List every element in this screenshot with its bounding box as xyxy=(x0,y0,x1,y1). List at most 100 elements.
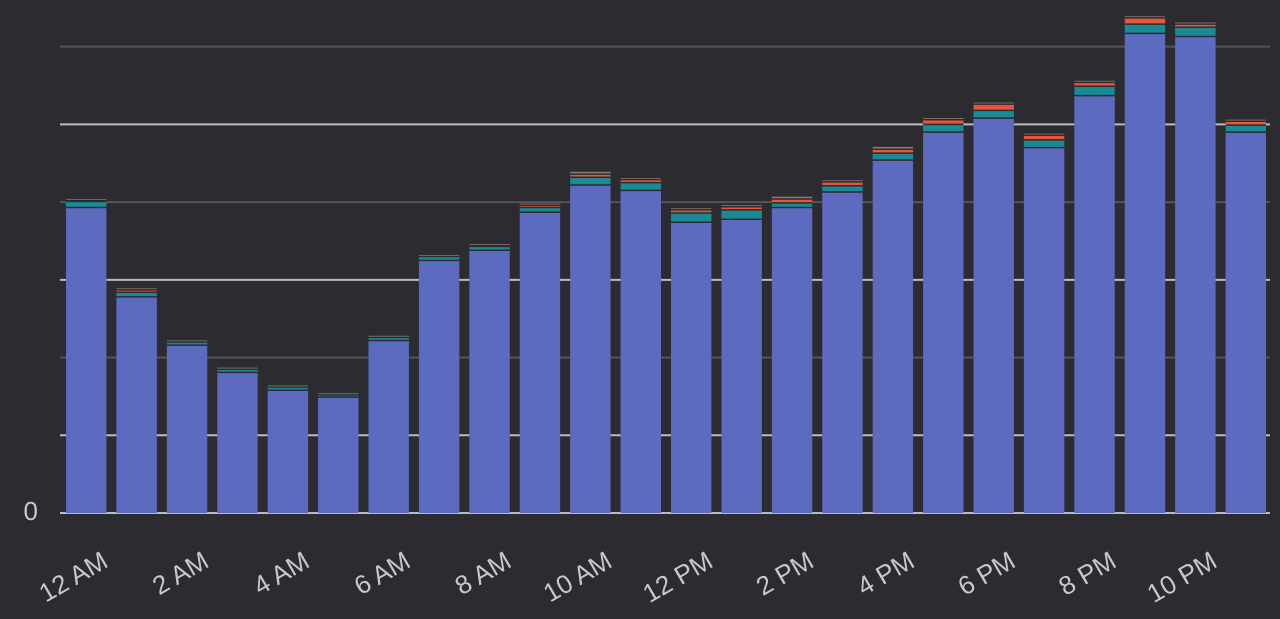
bar-segment xyxy=(1175,27,1216,37)
bar-segment xyxy=(1225,119,1266,122)
bar-segment xyxy=(620,179,661,183)
bar-segment xyxy=(519,203,561,206)
bar-segment xyxy=(822,185,863,192)
bar-segment xyxy=(570,177,611,185)
bar-segment xyxy=(418,256,460,261)
x-tick-label: 6 PM xyxy=(953,545,1021,601)
bar-segment xyxy=(771,196,813,199)
bar-segment xyxy=(620,182,661,191)
bar-segment xyxy=(1124,17,1166,25)
bar-segment xyxy=(923,132,964,514)
bar-segment xyxy=(822,181,863,186)
bar-segment xyxy=(1225,132,1266,514)
bar-segment xyxy=(721,205,762,207)
bar-segment xyxy=(923,119,964,125)
x-tick-label: 12 AM xyxy=(34,545,113,608)
x-tick-label: 2 AM xyxy=(147,545,213,601)
bar-segment xyxy=(1023,139,1065,148)
bar-segment xyxy=(368,337,409,341)
bar-segment xyxy=(671,222,712,514)
bar-segment xyxy=(1225,121,1266,126)
bar-segment xyxy=(418,260,460,513)
bar-segment xyxy=(368,340,409,513)
bar-segment xyxy=(1023,135,1065,140)
bar-segment xyxy=(318,394,359,398)
bar-segment xyxy=(570,174,611,178)
bar-segment xyxy=(1175,24,1216,28)
bar-segment xyxy=(116,292,157,297)
bar-segment xyxy=(923,124,964,133)
bar-segment xyxy=(721,209,762,220)
x-tick-label: 8 PM xyxy=(1053,545,1121,601)
bar-segment xyxy=(318,397,359,513)
bar-segment xyxy=(66,198,107,201)
bar-segment xyxy=(570,184,611,513)
bar-segment xyxy=(267,390,309,513)
bar-segment xyxy=(418,254,460,257)
bar-segment xyxy=(570,171,611,175)
bar-segment xyxy=(217,369,258,373)
x-tick-label: 4 PM xyxy=(852,545,920,601)
bar-segment xyxy=(519,207,561,213)
bar-segment xyxy=(822,180,863,182)
bar-segment xyxy=(217,367,258,370)
bar-segment xyxy=(166,340,208,342)
bar-segment xyxy=(1074,86,1115,96)
bar-segment xyxy=(1124,33,1166,513)
x-tick-label: 4 AM xyxy=(248,545,314,601)
bar-segment xyxy=(519,212,561,514)
bar-segment xyxy=(1225,125,1266,133)
bar-segment xyxy=(872,160,914,514)
bar-segment xyxy=(721,206,762,210)
bar-segment xyxy=(1175,36,1216,513)
bar-segment xyxy=(166,342,208,346)
bar-segment xyxy=(1074,80,1115,83)
bar-segment xyxy=(973,102,1014,105)
bar-segment xyxy=(771,198,813,203)
bar-segment xyxy=(620,177,661,180)
bar-segment xyxy=(116,288,157,290)
bar-segment xyxy=(1074,95,1115,513)
bar-segment xyxy=(469,246,510,251)
x-tick-label: 10 PM xyxy=(1142,545,1222,609)
bar-segment xyxy=(671,208,712,210)
bar-segment xyxy=(217,372,258,513)
bar-segment xyxy=(1074,82,1115,87)
bar-segment xyxy=(771,202,813,208)
bar-segment xyxy=(267,387,309,391)
bar-segment xyxy=(771,207,813,514)
bar-segment xyxy=(923,118,964,120)
bar-segment xyxy=(1124,24,1166,34)
bar-segment xyxy=(469,244,510,246)
bar-segment xyxy=(671,209,712,213)
bar-segment xyxy=(318,393,359,395)
bar-segment xyxy=(469,250,510,514)
bar-segment xyxy=(1023,133,1065,136)
x-tick-label: 8 AM xyxy=(450,545,516,601)
bar-segment xyxy=(1175,22,1216,25)
x-tick-label: 12 PM xyxy=(638,545,718,609)
bar-segment xyxy=(1124,16,1166,18)
bar-segment xyxy=(368,335,409,338)
x-tick-label: 2 PM xyxy=(751,545,819,601)
bar-segment xyxy=(671,212,712,223)
bar-segment xyxy=(822,191,863,513)
bar-segment xyxy=(66,201,107,208)
bar-segment xyxy=(166,345,208,513)
bar-segment xyxy=(973,104,1014,111)
bar-segment xyxy=(267,385,309,388)
bar-segment xyxy=(1023,147,1065,513)
bar-segment xyxy=(721,219,762,513)
bar-segment xyxy=(973,118,1014,514)
bar-segment xyxy=(620,190,661,513)
x-tick-label: 10 AM xyxy=(538,545,617,608)
bar-segment xyxy=(116,289,157,293)
x-tick-label: 6 AM xyxy=(349,545,415,601)
bar-segment xyxy=(872,153,914,161)
y-tick-label: 0 xyxy=(24,496,38,526)
bar-segment xyxy=(116,296,157,513)
bar-segment xyxy=(66,207,107,514)
bar-segment xyxy=(872,149,914,154)
bar-segment xyxy=(973,110,1014,119)
